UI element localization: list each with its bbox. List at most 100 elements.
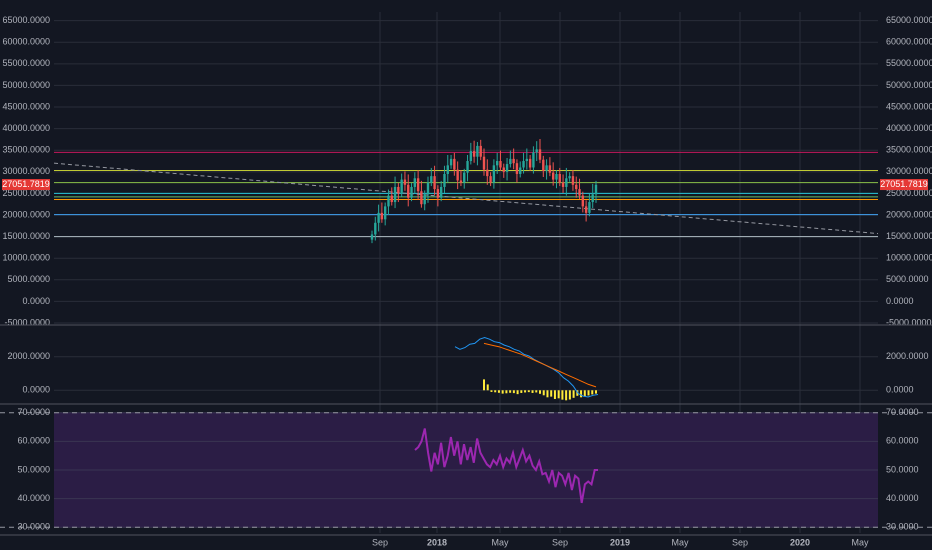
candle [416, 170, 420, 200]
candle [380, 202, 384, 223]
candle-body [495, 161, 499, 166]
candle-body [472, 151, 476, 157]
candle [545, 159, 548, 180]
rsi-tick-label-right: 60.0000 [886, 436, 919, 446]
histogram-bar [580, 390, 583, 398]
candle [538, 138, 542, 164]
candle-body [558, 173, 561, 183]
last-price-tag-left-bg [2, 179, 50, 191]
price-tick-label-right: 25000.0000 [886, 188, 932, 198]
macd-axis-right: 0.0000 2000.0000 [886, 351, 929, 394]
price-tick-label-left: 20000.0000 [2, 209, 50, 219]
candle [555, 170, 558, 189]
candle-body [407, 184, 410, 198]
rsi-axis-left: 30.0000 40.0000 50.0000 60.0000 70.0000 [17, 407, 50, 532]
candle-body [542, 159, 545, 171]
last-price-tag-left-label: 27051.7819 [2, 179, 50, 189]
price-tick-label-left: 35000.0000 [2, 145, 50, 155]
histogram-bar [490, 390, 493, 392]
histogram-bar [486, 384, 489, 391]
candle-body [374, 222, 377, 235]
x-tick-label: May [671, 537, 689, 547]
histogram-bar [565, 390, 568, 401]
price-tick-label-right: 10000.0000 [886, 253, 932, 263]
candle [571, 170, 575, 191]
candle-body [397, 186, 400, 194]
macd-tick-label-left: 0.0000 [22, 385, 50, 395]
last-price-tag-right-bg [880, 179, 928, 191]
price-panel[interactable]: -5000.0000 0.0000 5000.0000 10000.0000 15000… [2, 15, 932, 327]
rsi-tick-label-right: 30.0000 [886, 522, 919, 532]
candle-body [591, 194, 594, 203]
price-tick-label-left: 50000.0000 [2, 80, 50, 90]
candle [588, 193, 591, 217]
histogram-bar [483, 379, 485, 391]
signal-line [483, 342, 597, 388]
macd-line [454, 336, 599, 398]
histogram-bar [595, 390, 597, 394]
histogram-bar [497, 390, 500, 393]
candle-body [525, 158, 529, 162]
price-tick-label-right: 40000.0000 [886, 123, 932, 133]
candle [515, 159, 519, 183]
candle [400, 173, 403, 197]
candle-body [535, 149, 538, 153]
histogram-bar [524, 390, 527, 393]
last-price-tag-right: 27051.7819 [880, 179, 928, 191]
price-tick-label-right: 55000.0000 [886, 58, 932, 68]
candle-body [459, 180, 463, 183]
rsi-line [414, 428, 598, 504]
trendline [53, 162, 879, 235]
candle-body [551, 172, 555, 180]
candles [370, 138, 598, 244]
candle-body [380, 212, 384, 220]
x-tick-label: 2018 [427, 537, 447, 547]
candle-body [575, 184, 578, 190]
last-price-tag-left: 27051.7819 [2, 179, 50, 191]
candle [594, 180, 598, 203]
candle-body [463, 172, 466, 183]
candle-body [479, 145, 482, 157]
rsi-panel[interactable]: 30.0000 40.0000 50.0000 60.0000 70.0000 30.0… [0, 407, 932, 532]
macd-axis-left: 0.0000 2000.0000 [7, 351, 50, 394]
candle [459, 170, 463, 187]
candle [439, 180, 443, 202]
candle [456, 161, 459, 190]
candle-body [571, 176, 575, 185]
candle-body [390, 195, 393, 203]
histogram-bar [583, 390, 586, 397]
x-tick-label: May [851, 537, 869, 547]
x-tick-label: May [491, 537, 509, 547]
price-tick-label-right: 30000.0000 [886, 166, 932, 176]
candle-body [492, 165, 496, 183]
candle-body [423, 194, 426, 205]
rsi-axis-right: 30.0000 40.0000 50.0000 60.0000 70.0000 [886, 407, 919, 532]
rsi-tick-label-left: 70.0000 [17, 407, 50, 417]
candle [482, 148, 486, 176]
candle [492, 159, 496, 189]
candle [374, 216, 377, 241]
candle [393, 176, 397, 209]
macd-panel[interactable]: 0.0000 2000.0000 0.0000 2000.0000 [7, 336, 929, 401]
candle-body [555, 173, 558, 180]
price-tick-label-right: 35000.0000 [886, 145, 932, 155]
candle-body [446, 165, 449, 174]
candle [436, 185, 440, 207]
price-tick-label-left: 10000.0000 [2, 253, 50, 263]
candle-body [548, 165, 552, 173]
histogram-bar [572, 390, 575, 398]
candle-body [449, 158, 453, 166]
histogram-bar [520, 390, 523, 393]
histogram-bar [546, 390, 549, 398]
candle-body [456, 169, 459, 181]
price-tick-label-right: 20000.0000 [886, 209, 932, 219]
candle-body [469, 151, 473, 162]
rsi-tick-label-left: 50.0000 [17, 464, 50, 474]
histogram-bar [516, 390, 519, 395]
candle [495, 152, 499, 174]
candle [472, 140, 476, 163]
candle [430, 167, 433, 187]
price-tick-label-right: 0.0000 [886, 296, 914, 306]
candle [479, 139, 482, 161]
